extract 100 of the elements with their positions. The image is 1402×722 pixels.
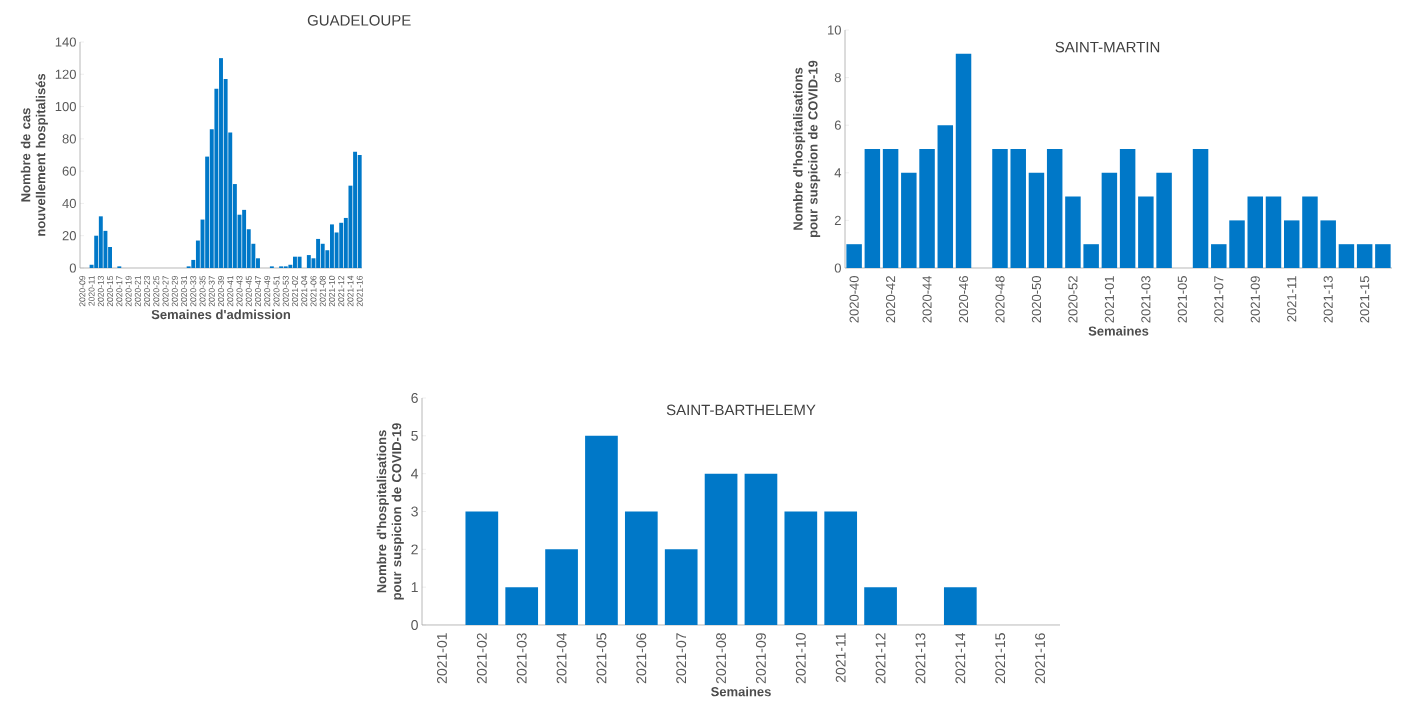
x-tick-label: 2021-14: [347, 275, 354, 307]
x-tick-label: 2021-03: [516, 633, 527, 684]
bar: [784, 511, 818, 625]
bar: [306, 255, 311, 268]
bar: [992, 148, 1008, 268]
x-tick-label: 2020-42: [885, 276, 896, 323]
y-axis-title: Nombre d'hospitalisations pour suspicion de COVID-19: [793, 60, 821, 237]
x-tick-label: 2020-21: [134, 275, 141, 307]
x-tick-label: 2021-05: [1177, 276, 1187, 323]
bar: [1101, 172, 1118, 268]
bar: [744, 473, 778, 625]
x-tick-label: 2021-01: [1104, 276, 1114, 323]
text: SAINT-MARTIN: [1055, 41, 1160, 53]
x-tick-label: 2020-13: [97, 275, 104, 307]
bar: [1265, 196, 1282, 268]
x-tick-label: 2020-33: [190, 275, 197, 307]
x-tick-label: 2020-29: [171, 275, 178, 307]
x-tick-label: 2021-16: [356, 275, 363, 307]
x-tick-label: 2020-15: [107, 275, 114, 307]
x-tick-label: 2021-11: [835, 633, 846, 683]
x-tick-label: 2020-49: [264, 275, 271, 307]
chart-title: GUADELOUPE: [307, 15, 411, 26]
bar: [465, 511, 499, 625]
bar: [1028, 172, 1045, 268]
x-axis-title: Semaines d'admission: [151, 309, 291, 320]
x-tick-label: 2021-04: [301, 275, 308, 307]
x-tick-label: 2020-39: [218, 275, 225, 307]
bar: [1119, 148, 1136, 268]
x-tick-label: 2021-06: [636, 633, 647, 684]
x-tick-label: 2021-03: [1141, 276, 1151, 323]
bar: [357, 154, 362, 268]
x-tick-label: 2020-09: [79, 275, 86, 307]
bar: [955, 53, 972, 268]
y-tick-label: 4: [411, 468, 419, 479]
x-tick-label: 2021-11: [1287, 276, 1297, 322]
y-tick-label: 5: [411, 430, 418, 441]
x-tick-label: 2020-17: [116, 275, 123, 307]
bar: [1138, 196, 1154, 268]
x-tick-label: 2020-11: [88, 275, 95, 306]
x-tick-label: 2020-50: [1031, 276, 1042, 323]
x-tick-label: 2020-27: [162, 275, 169, 307]
x-tick-label: 2020-53: [282, 275, 289, 307]
x-tick-label: 2020-45: [245, 275, 252, 307]
bar: [1320, 220, 1336, 268]
x-tick-label: 2021-14: [955, 632, 966, 684]
y-tick-label: 1: [411, 582, 418, 592]
x-tick-label: 2020-41: [227, 275, 234, 307]
x-tick-label: 2020-47: [254, 275, 261, 307]
bar: [1283, 220, 1300, 268]
bar: [1302, 196, 1318, 268]
x-tick-label: 2021-08: [319, 275, 326, 307]
x-tick-label: 2020-35: [199, 275, 206, 307]
bar: [882, 148, 899, 268]
bar: [297, 256, 302, 268]
x-tick-label: 2021-05: [596, 633, 607, 684]
bar: [1338, 244, 1355, 268]
y-tick-label: 0: [69, 263, 76, 273]
bar: [98, 216, 103, 268]
x-tick-label: 2021-02: [291, 275, 298, 307]
x-tick-label: 2021-09: [755, 633, 766, 684]
x-tick-label: 2021-09: [1250, 276, 1260, 323]
x-tick-label: 2020-23: [144, 275, 151, 307]
x-tick-label: 2021-08: [716, 633, 727, 684]
y-tick-label: 4: [834, 168, 842, 178]
bar: [864, 587, 897, 625]
bar: [846, 244, 862, 268]
bar: [1229, 220, 1245, 268]
bar: [1211, 244, 1227, 268]
x-tick-label: 2021-15: [995, 633, 1006, 684]
bar: [1065, 196, 1081, 268]
y-tick-label: 140: [55, 37, 76, 47]
x-tick-label: 2020-25: [153, 275, 160, 307]
bar: [943, 587, 977, 625]
y-tick-label: 60: [62, 166, 76, 176]
x-tick-label: 2021-07: [676, 633, 687, 684]
x-axis-title: Semaines: [711, 686, 771, 697]
x-tick-label: 2020-46: [958, 276, 969, 323]
y-tick-label: 100: [55, 101, 76, 112]
x-tick-label: 2021-12: [338, 275, 345, 307]
y-tick-label: 8: [834, 72, 841, 83]
bar: [1156, 172, 1172, 268]
bar: [1375, 244, 1391, 268]
bar: [704, 473, 738, 625]
x-tick-label: 2020-40: [849, 276, 859, 323]
x-tick-label: 2020-48: [995, 276, 1005, 323]
bar: [320, 243, 325, 268]
x-tick-label: 2020-51: [273, 275, 280, 307]
bar: [1247, 196, 1263, 268]
y-tick-label: 20: [62, 231, 76, 241]
chart-title: SAINT-BARTHELEMY: [666, 404, 816, 416]
bar: [242, 209, 247, 268]
x-tick-label: 2020-52: [1068, 276, 1078, 323]
x-tick-label: 2020-44: [922, 275, 932, 323]
x-tick-label: 2021-10: [328, 275, 335, 307]
bar: [937, 125, 954, 268]
y-tick-label: 120: [55, 69, 76, 79]
y-tick-label: 80: [62, 134, 76, 144]
y-tick-label: 6: [411, 393, 418, 403]
bar: [1010, 148, 1026, 268]
y-tick-label: 2: [411, 544, 418, 555]
